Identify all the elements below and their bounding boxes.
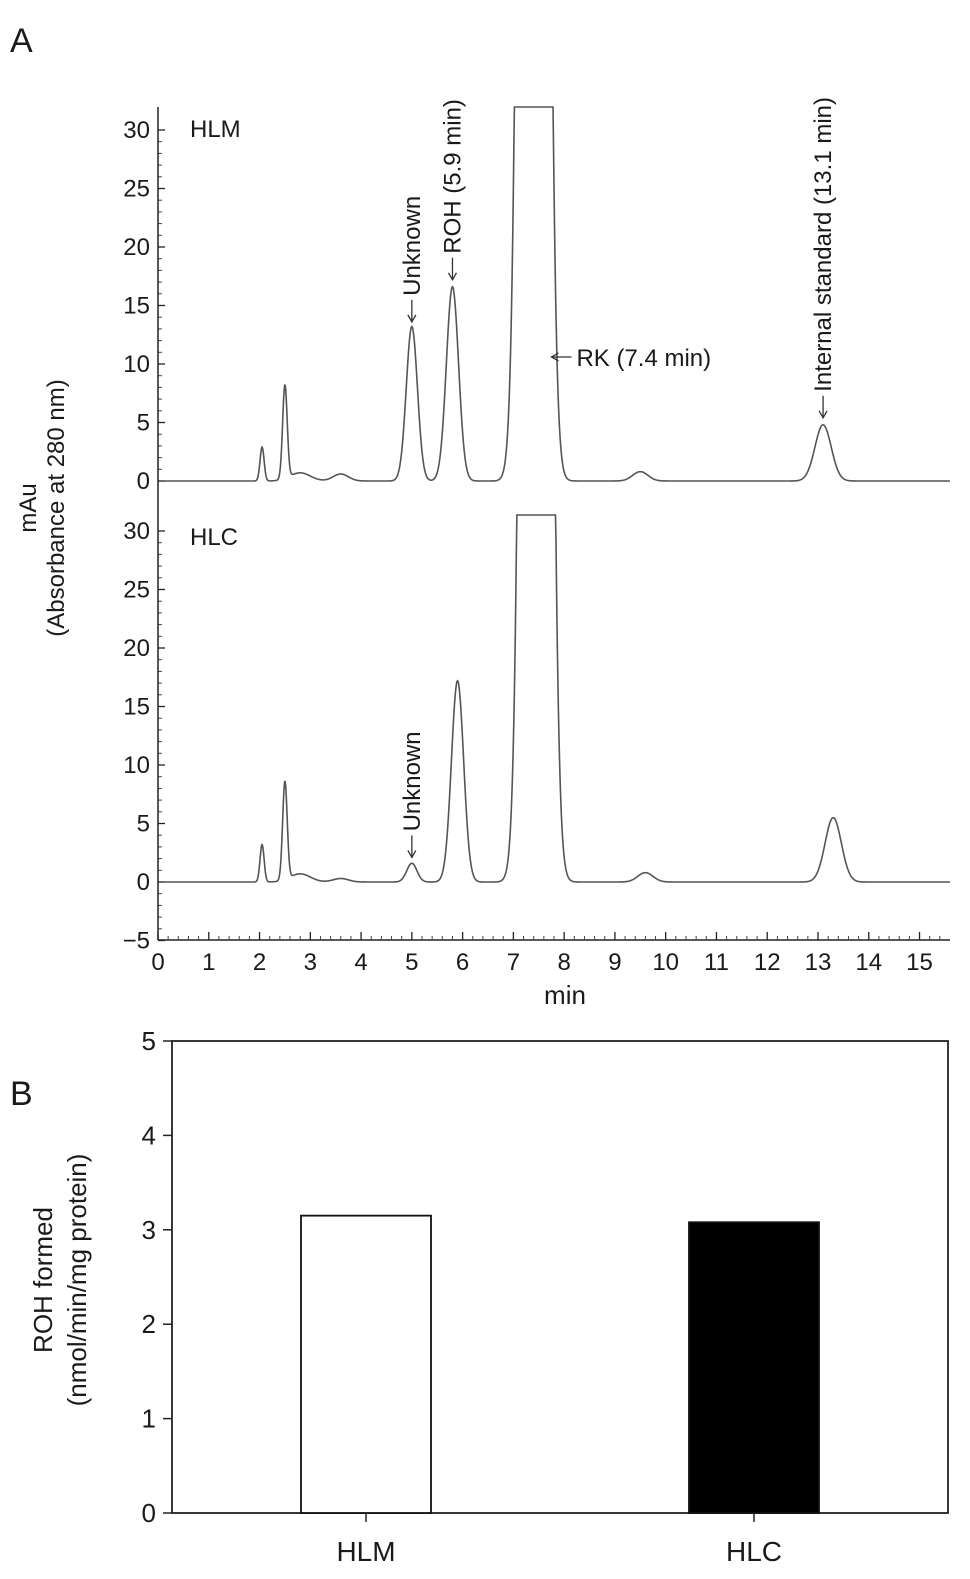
x-tick-label: 11 [704, 949, 729, 976]
annotation-arrowhead [407, 314, 417, 324]
bar-y-label-line2: (nmol/min/mg protein) [62, 1154, 92, 1407]
annotation-arrowhead [447, 272, 458, 282]
chromatogram-trace [158, 514, 950, 883]
annotation-arrowhead [818, 410, 828, 420]
y-tick-label: 25 [123, 577, 150, 604]
bar-y-tick-label: 5 [142, 1026, 156, 1056]
x-tick-label: 5 [405, 949, 418, 976]
x-tick-label: 2 [253, 949, 266, 976]
annotation-label: Unknown [399, 731, 426, 831]
x-tick-label: 1 [202, 949, 215, 976]
chromatogram-y-label-line1: mAu [15, 483, 42, 532]
y-tick-label: 25 [123, 176, 150, 203]
y-tick-label: 20 [123, 635, 150, 662]
chromatogram-x-label: min [544, 980, 586, 1010]
annotation-label: Internal standard (13.1 min) [810, 97, 837, 392]
y-tick-label: −5 [123, 928, 150, 955]
bar-hlm [300, 1214, 432, 1514]
x-tick-label: 0 [151, 949, 164, 976]
x-tick-label: 4 [354, 949, 367, 976]
x-tick-label: 8 [557, 949, 570, 976]
y-tick-label: 15 [123, 293, 150, 320]
hlc-plot: −5 0 5 10 15 20 25 30 HLC Unknown [123, 514, 950, 955]
bar-y-tick-label: 0 [142, 1498, 156, 1528]
annotation-arrowhead [407, 850, 417, 859]
panel-a-label: A [10, 22, 33, 60]
x-tick-label: 10 [652, 949, 679, 976]
y-tick-label: 0 [137, 468, 150, 495]
bar-y-label-line1: ROH formed [28, 1207, 58, 1353]
x-tick-label: 12 [754, 949, 781, 976]
bar-y-tick-label: 1 [142, 1404, 156, 1434]
x-tick-label: 3 [304, 949, 317, 976]
peak-annotation: Unknown [399, 196, 426, 324]
x-tick-label: 7 [507, 949, 520, 976]
bar-y-tick-label: 4 [142, 1120, 156, 1150]
x-tick-label: 15 [906, 949, 933, 976]
peak-annotation: Unknown [399, 731, 426, 859]
peak-annotation: RK (7.4 min) [550, 345, 711, 372]
panel-b-label: B [10, 1075, 33, 1113]
bar-hlc [688, 1221, 820, 1514]
annotation-label: RK (7.4 min) [576, 345, 711, 372]
x-tick-label: 6 [456, 949, 469, 976]
y-tick-label: 30 [123, 518, 150, 545]
y-tick-label: 0 [137, 869, 150, 896]
annotation-arrowhead [550, 352, 559, 362]
hlm-plot: 0 5 10 15 20 25 30 HLM Unknown ROH (5.9 min) RK (7… [123, 97, 950, 495]
x-tick-label: 13 [805, 949, 832, 976]
bar-y-tick-label: 3 [142, 1215, 156, 1245]
bar-chart: 0 1 2 3 4 5 HLM HLC ROH formed (nmol/min/mg pro… [28, 1026, 949, 1567]
y-tick-label: 15 [123, 694, 150, 721]
y-tick-label: 5 [137, 410, 150, 437]
y-tick-label: 5 [137, 811, 150, 838]
bar-plot-frame [171, 1040, 949, 1514]
peak-annotation: ROH (5.9 min) [439, 99, 466, 282]
bar-y-tick-label: 2 [142, 1309, 156, 1339]
chromatogram-trace [158, 106, 950, 482]
annotation-label: ROH (5.9 min) [439, 99, 466, 254]
x-tick-label: 14 [855, 949, 882, 976]
peak-annotation: Internal standard (13.1 min) [810, 97, 837, 420]
chromatogram-axes: 0 1 2 3 4 5 6 7 8 9 10 11 12 13 14 15 [151, 107, 950, 976]
y-tick-label: 10 [123, 752, 150, 779]
y-tick-label: 10 [123, 351, 150, 378]
subplot-label: HLM [190, 116, 241, 143]
bar-category-label: HLC [726, 1536, 782, 1567]
y-tick-label: 30 [123, 117, 150, 144]
bar-category-label: HLM [336, 1536, 395, 1567]
chromatogram-y-label-line2: (Absorbance at 280 nm) [43, 379, 70, 636]
annotation-label: Unknown [399, 196, 426, 296]
subplot-label: HLC [190, 524, 238, 551]
bar-plot: 0 1 2 3 4 5 HLM HLC [142, 1026, 949, 1567]
y-tick-label: 20 [123, 234, 150, 261]
x-tick-label: 9 [608, 949, 621, 976]
